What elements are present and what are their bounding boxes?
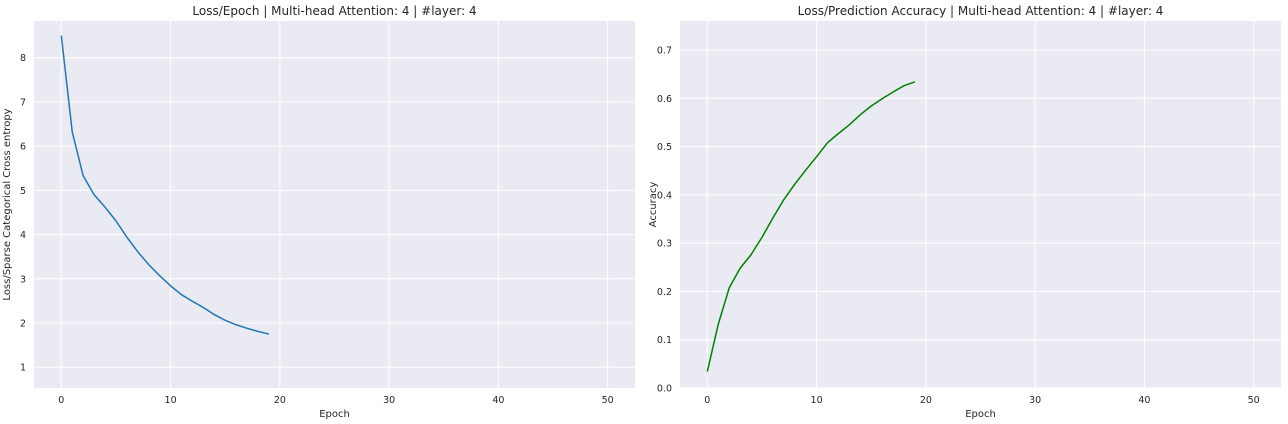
- loss-y-tick-label: 2: [20, 319, 26, 330]
- accuracy-x-tick-label: 10: [811, 395, 823, 406]
- accuracy-series-line: [706, 81, 916, 372]
- loss-y-tick-label: 8: [20, 53, 26, 64]
- accuracy-y-tick-label: 0.2: [657, 287, 672, 298]
- loss-series-line: [60, 35, 270, 335]
- accuracy-y-tick-label: 0.5: [657, 142, 672, 153]
- accuracy-x-tick-label: 30: [1029, 395, 1041, 406]
- loss-x-tick-label: 30: [383, 395, 395, 406]
- accuracy-y-tick-label: 0.1: [657, 335, 672, 346]
- loss-x-tick-label: 0: [58, 395, 64, 406]
- accuracy-plot-area: [680, 21, 1281, 388]
- loss-y-tick-label: 7: [20, 97, 26, 108]
- loss-x-tick-label: 10: [165, 395, 177, 406]
- loss-plot-area: [34, 21, 635, 388]
- accuracy-chart-title: Loss/Prediction Accuracy | Multi-head At…: [798, 4, 1164, 18]
- loss-x-tick-label: 40: [492, 395, 504, 406]
- loss-x-axis-label: Epoch: [319, 409, 350, 420]
- loss-x-tick-label: 50: [602, 395, 614, 406]
- accuracy-x-tick-label: 0: [704, 395, 710, 406]
- accuracy-x-tick-label: 20: [920, 395, 932, 406]
- loss-y-tick-label: 3: [20, 274, 26, 285]
- loss-y-tick-label: 4: [20, 230, 26, 241]
- loss-y-tick-label: 5: [20, 186, 26, 197]
- accuracy-y-axis-label: Accuracy: [648, 182, 659, 228]
- loss-x-tick-label: 20: [274, 395, 286, 406]
- accuracy-x-tick-label: 40: [1138, 395, 1150, 406]
- loss-y-tick-label: 1: [20, 363, 26, 374]
- accuracy-y-tick-label: 0.0: [657, 384, 672, 395]
- accuracy-x-axis-label: Epoch: [965, 409, 996, 420]
- loss-chart: 0 10 20 30 40 50 1 2 3 4 5 6 7 8 Loss/Epoch | Multi-h…: [2, 4, 635, 420]
- accuracy-y-tick-label: 0.7: [657, 45, 672, 56]
- accuracy-y-tick-label: 0.4: [657, 190, 672, 201]
- accuracy-chart: 0 10 20 30 40 50 0.0 0.1 0.2 0.3 0.4 0.5 0.6 0.7 Loss…: [648, 4, 1281, 420]
- loss-chart-title: Loss/Epoch | Multi-head Attention: 4 | #…: [192, 4, 476, 18]
- accuracy-y-tick-label: 0.3: [657, 239, 672, 250]
- loss-y-axis-label: Loss/Sparse Categorical Cross entropy: [2, 108, 13, 300]
- loss-y-tick-label: 6: [20, 142, 26, 153]
- accuracy-y-tick-label: 0.6: [657, 94, 672, 105]
- accuracy-x-tick-label: 50: [1248, 395, 1260, 406]
